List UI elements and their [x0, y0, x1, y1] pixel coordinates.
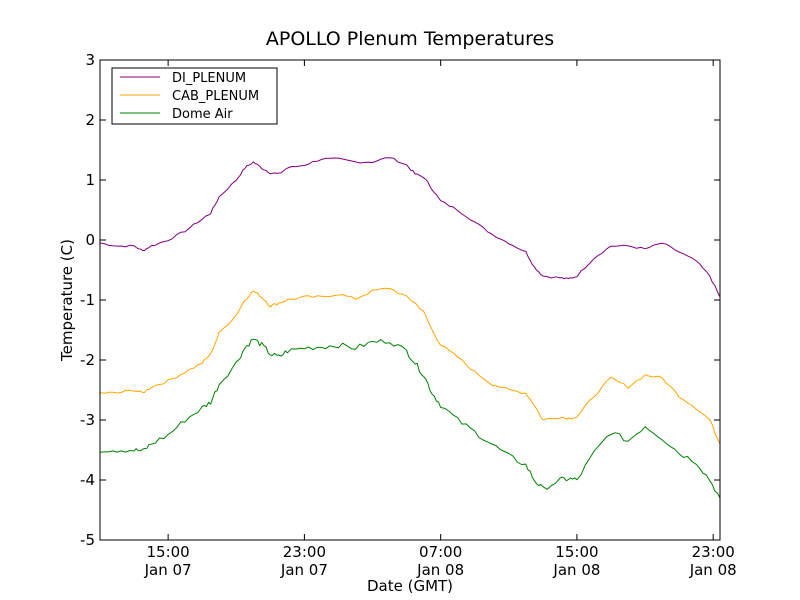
y-tick-label: 1: [85, 171, 95, 189]
series-line-dome-air: [99, 338, 721, 499]
x-tick-time-label: 23:00: [283, 543, 326, 561]
series-line-di-plenum: [99, 157, 721, 298]
x-tick-time-label: 07:00: [419, 543, 462, 561]
series-lines: [99, 157, 721, 499]
x-axis-label: Date (GMT): [367, 577, 453, 595]
y-tick-label: -1: [80, 291, 95, 309]
y-tick-label: -4: [80, 471, 95, 489]
x-tick-date-label: Jan 07: [144, 561, 192, 579]
x-tick-date-label: Jan 07: [280, 561, 328, 579]
y-tick-label: 3: [85, 51, 95, 69]
legend-label-cab-plenum: CAB_PLENUM: [172, 89, 259, 104]
y-tick-label: -5: [80, 531, 95, 549]
y-tick-label: 0: [85, 231, 95, 249]
x-tick-time-label: 23:00: [692, 543, 735, 561]
x-tick-time-label: 15:00: [147, 543, 190, 561]
legend-label-dome-air: Dome Air: [172, 107, 233, 122]
x-tick-date-label: Jan 08: [689, 561, 737, 579]
x-tick-time-label: 15:00: [555, 543, 598, 561]
x-tick-date-label: Jan 08: [552, 561, 600, 579]
y-tick-label: -2: [80, 351, 95, 369]
y-axis-label: Temperature (C): [58, 239, 76, 362]
x-tick-date-label: Jan 08: [416, 561, 464, 579]
legend-label-di-plenum: DI_PLENUM: [172, 71, 246, 86]
legend: DI_PLENUM CAB_PLENUM Dome Air: [111, 67, 278, 125]
plot-frame: [99, 59, 721, 541]
y-tick-label: -3: [80, 411, 95, 429]
chart-title: APOLLO Plenum Temperatures: [266, 28, 554, 50]
series-line-cab-plenum: [99, 287, 721, 445]
y-tick-label: 2: [85, 111, 95, 129]
